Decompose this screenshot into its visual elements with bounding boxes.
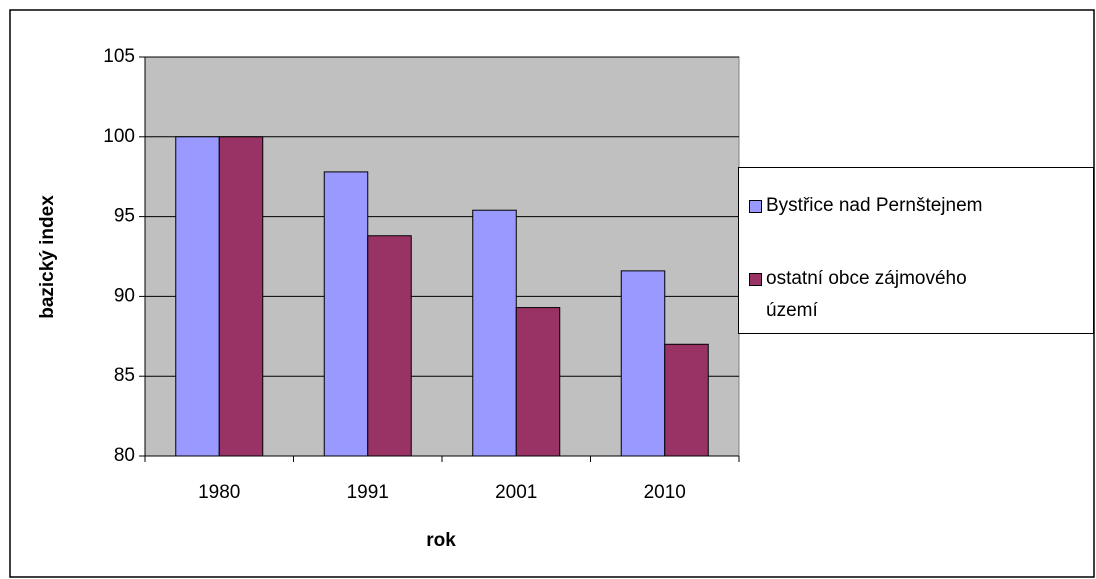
- x-tick-label: 1991: [347, 482, 389, 503]
- x-tick-label: 1980: [198, 482, 240, 503]
- bar: [367, 235, 412, 457]
- y-tick-label: 90: [114, 285, 135, 306]
- legend-item: Bystřice nad Pernštejnem: [749, 190, 1079, 222]
- y-tick-label: 95: [114, 206, 135, 227]
- legend-swatch: [749, 273, 762, 286]
- legend-item: ostatní obce zájmového území: [749, 263, 1079, 327]
- legend: Bystřice nad Pernštejnem ostatní obce záj…: [738, 167, 1094, 334]
- bar: [664, 343, 709, 457]
- x-tick-label: 2001: [495, 482, 537, 503]
- bar: [323, 171, 369, 457]
- y-axis-title: bazický index: [37, 195, 58, 319]
- bar: [218, 136, 264, 457]
- legend-label: Bystřice nad Pernštejnem: [766, 195, 983, 216]
- legend-label: ostatní obce zájmového území: [766, 268, 967, 321]
- x-axis-title: rok: [426, 530, 456, 551]
- bar: [472, 209, 517, 457]
- y-tick-label: 105: [103, 46, 135, 67]
- bar: [620, 270, 666, 457]
- y-tick-label: 80: [114, 445, 135, 466]
- y-tick-label: 100: [103, 126, 135, 147]
- bar: [515, 307, 561, 457]
- bar: [175, 136, 220, 457]
- x-tick-label: 2010: [644, 482, 686, 503]
- legend-swatch: [749, 200, 762, 213]
- y-tick-label: 85: [114, 365, 135, 386]
